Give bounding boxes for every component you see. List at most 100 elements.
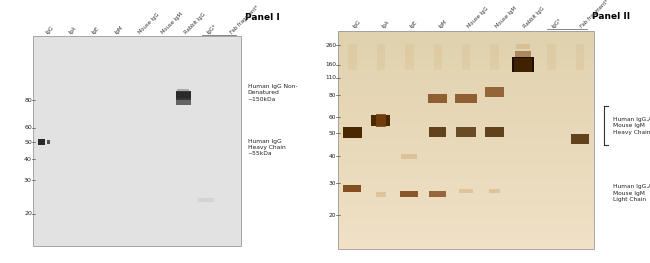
Bar [343,185,361,193]
Bar [338,220,594,223]
Bar [338,212,594,216]
Bar [338,103,594,107]
Bar [338,230,594,234]
Text: 50: 50 [24,140,32,145]
Text: 30: 30 [24,178,32,183]
Bar [429,127,447,137]
Bar [338,150,594,154]
Text: IgG: IgG [45,25,55,35]
Bar [338,140,594,144]
Bar [515,51,531,57]
Bar [338,49,594,53]
Bar [376,44,385,70]
Bar [338,205,594,209]
Text: Panel I: Panel I [245,13,280,22]
Text: Human IgG,A,E,M
Mouse IgM
Light Chain: Human IgG,A,E,M Mouse IgM Light Chain [613,184,650,202]
Text: IgE: IgE [91,26,100,35]
Bar [338,38,594,42]
Bar [338,110,594,114]
Bar [198,198,214,202]
Text: Mouse IgM: Mouse IgM [495,6,518,29]
Bar [338,180,594,183]
Bar [177,89,189,92]
Bar [338,96,594,100]
Bar [338,132,594,136]
Text: Human IgG Non-
Denatured
~150kDa: Human IgG Non- Denatured ~150kDa [248,84,297,102]
Bar [338,71,594,74]
Bar [338,190,594,194]
Bar [338,118,594,122]
Bar [176,98,190,105]
Bar [338,45,594,49]
Bar [338,245,594,249]
Bar [489,189,500,193]
Bar [338,241,594,245]
Bar [485,127,504,137]
Bar [428,94,447,103]
Text: 80: 80 [24,98,32,103]
Bar [343,127,361,138]
Bar [376,192,386,197]
Bar [338,147,594,151]
Text: Human IgG
Heavy Chain
~55kDa: Human IgG Heavy Chain ~55kDa [248,139,285,156]
Bar [338,125,594,129]
Bar [338,53,594,56]
Bar [338,161,594,165]
Bar [338,34,594,38]
Text: Mouse IgM: Mouse IgM [160,12,183,35]
Bar [338,223,594,227]
Bar [338,187,594,191]
Text: IgG: IgG [352,19,362,29]
Bar [338,100,594,104]
Text: 30: 30 [329,181,337,186]
Bar [338,234,594,238]
Bar [176,91,190,100]
Bar [338,60,594,64]
Text: Mouse IgG: Mouse IgG [466,6,489,29]
Bar [338,129,594,133]
Bar [338,198,594,201]
Bar [338,67,594,71]
Bar [405,44,413,70]
Bar [338,227,594,231]
Bar [338,238,594,241]
Bar [338,143,594,147]
Bar [485,87,504,97]
Bar [514,58,532,72]
Text: IgG*: IgG* [551,17,563,29]
Bar [434,44,442,70]
Bar [338,158,594,162]
Text: Panel II: Panel II [592,12,630,21]
Bar [338,169,594,173]
Bar [338,63,594,67]
Bar [400,191,418,197]
Bar [401,154,417,159]
Text: Fab fragment*: Fab fragment* [580,0,610,29]
Bar [456,127,476,137]
Text: IgM: IgM [437,19,448,29]
Bar [547,44,556,70]
Text: IgE: IgE [410,20,419,29]
Bar [371,115,390,126]
Text: 40: 40 [24,156,32,161]
Text: Human IgG,A,E,M
Mouse IgM
Heavy Chain: Human IgG,A,E,M Mouse IgM Heavy Chain [613,117,650,135]
Bar [338,194,594,198]
Bar [456,94,476,103]
Text: IgG*: IgG* [206,23,218,35]
Bar [338,92,594,96]
Text: IgM: IgM [114,25,124,35]
Bar [430,191,446,197]
Text: Fab fragment*: Fab fragment* [229,4,260,35]
Bar [338,42,594,45]
Bar [338,201,594,205]
Bar [338,183,594,187]
Text: 60: 60 [329,114,337,119]
Bar [338,107,594,111]
Text: Mouse IgG: Mouse IgG [137,12,160,35]
Text: 20: 20 [24,211,32,216]
Bar [459,189,473,193]
Text: 260: 260 [325,43,337,48]
Bar [47,140,51,144]
Bar [338,165,594,169]
Bar [338,56,594,60]
